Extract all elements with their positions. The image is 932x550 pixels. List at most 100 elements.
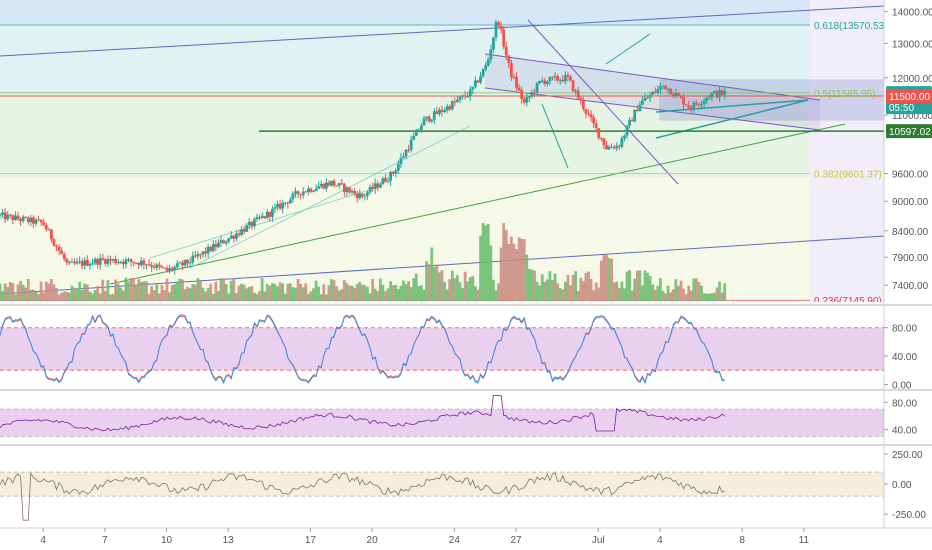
volume-bar (103, 290, 107, 301)
volume-bar (605, 253, 608, 301)
volume-bar (124, 277, 128, 301)
candle-body (535, 83, 539, 93)
volume-bar (283, 293, 287, 301)
candle-body (247, 221, 251, 226)
candle-body (430, 119, 434, 122)
candle-body (253, 219, 256, 227)
candle-body (70, 261, 74, 263)
price-axis[interactable]: 14000.00 13000.00 12000.00 11000.00 9600.00 9… (884, 8, 932, 293)
volume-bar (448, 279, 452, 301)
price-tick-label: 9000.00 (892, 197, 929, 208)
candle-body (217, 242, 220, 248)
candle (692, 100, 696, 115)
candle-body (260, 216, 264, 218)
candle-body (684, 104, 688, 106)
candle (599, 137, 603, 142)
volume-bar (445, 289, 449, 301)
candle-body (402, 156, 405, 158)
candle (710, 91, 714, 102)
candle-body (211, 244, 215, 252)
candle-body (384, 178, 387, 182)
candle-body (127, 259, 130, 261)
volume-bar (458, 282, 462, 301)
candle (142, 258, 146, 270)
volume-bar (155, 284, 159, 301)
volume-bar (42, 292, 46, 301)
candle (106, 255, 110, 268)
candle-body (270, 208, 274, 217)
time-axis[interactable]: 4 7 10 13 17 20 24 27 Jul 4 8 11 (40, 528, 809, 546)
candle (340, 179, 344, 186)
candle-body (145, 264, 148, 266)
candle-body (296, 191, 300, 195)
volume-bar (193, 284, 197, 301)
candle (26, 215, 30, 225)
candle-body (55, 245, 58, 247)
candle (412, 132, 416, 140)
candle (160, 264, 164, 269)
candle (481, 68, 485, 78)
candle-body (191, 255, 195, 263)
volume-bar (260, 278, 264, 301)
candle (52, 237, 56, 247)
candle (49, 228, 53, 243)
volume-bar (597, 287, 601, 301)
candle (643, 93, 647, 102)
candle (551, 76, 554, 81)
volume-bar (106, 280, 110, 301)
candle (445, 103, 449, 114)
candle-body (175, 263, 179, 267)
candle (671, 91, 675, 99)
candle (188, 257, 192, 268)
candle-body (661, 85, 665, 87)
candle-body (720, 90, 724, 95)
volume-bar (394, 285, 398, 301)
candle (93, 256, 97, 266)
volume-bar (687, 285, 691, 301)
candle-body (139, 260, 143, 266)
volume-bar (170, 285, 174, 301)
candle-body (571, 80, 575, 92)
candle-body (29, 217, 33, 223)
candle-body (232, 235, 236, 239)
candle-body (237, 233, 241, 235)
candle-body (407, 149, 410, 151)
candle (396, 160, 400, 175)
volume-bar (635, 270, 639, 301)
rsi-panel (0, 395, 884, 438)
volume-bar (150, 286, 154, 301)
candle-body (34, 219, 38, 224)
candle (448, 104, 452, 111)
candle (707, 94, 711, 100)
volume-bar (258, 291, 261, 301)
volume-bar (486, 223, 490, 301)
candle (479, 71, 482, 85)
candle (119, 260, 123, 264)
price-label-text: 10597.02 (889, 127, 931, 138)
candle-body (16, 215, 20, 220)
candle (199, 253, 202, 260)
volume-bar (217, 291, 220, 301)
volume-bar (450, 270, 454, 301)
cci-tick-label: 0.00 (892, 480, 912, 491)
candle-body (132, 261, 136, 264)
candle (612, 144, 616, 150)
candle (355, 190, 359, 203)
candle (376, 180, 380, 192)
price-label-3: 10597.02 (886, 124, 932, 139)
candle-body (65, 258, 69, 263)
volume-bar (358, 281, 362, 301)
volume-bar (301, 287, 305, 301)
candle (653, 87, 657, 94)
candle (443, 107, 446, 113)
candle-body (607, 146, 611, 150)
candle-body (348, 187, 351, 193)
volume-bar (440, 270, 444, 301)
candle-body (335, 185, 339, 187)
candle-body (227, 238, 231, 242)
candle-body (91, 263, 94, 265)
projection-zone (810, 0, 884, 302)
volume-bar (669, 292, 673, 301)
candle (342, 182, 346, 197)
candle (196, 251, 200, 260)
